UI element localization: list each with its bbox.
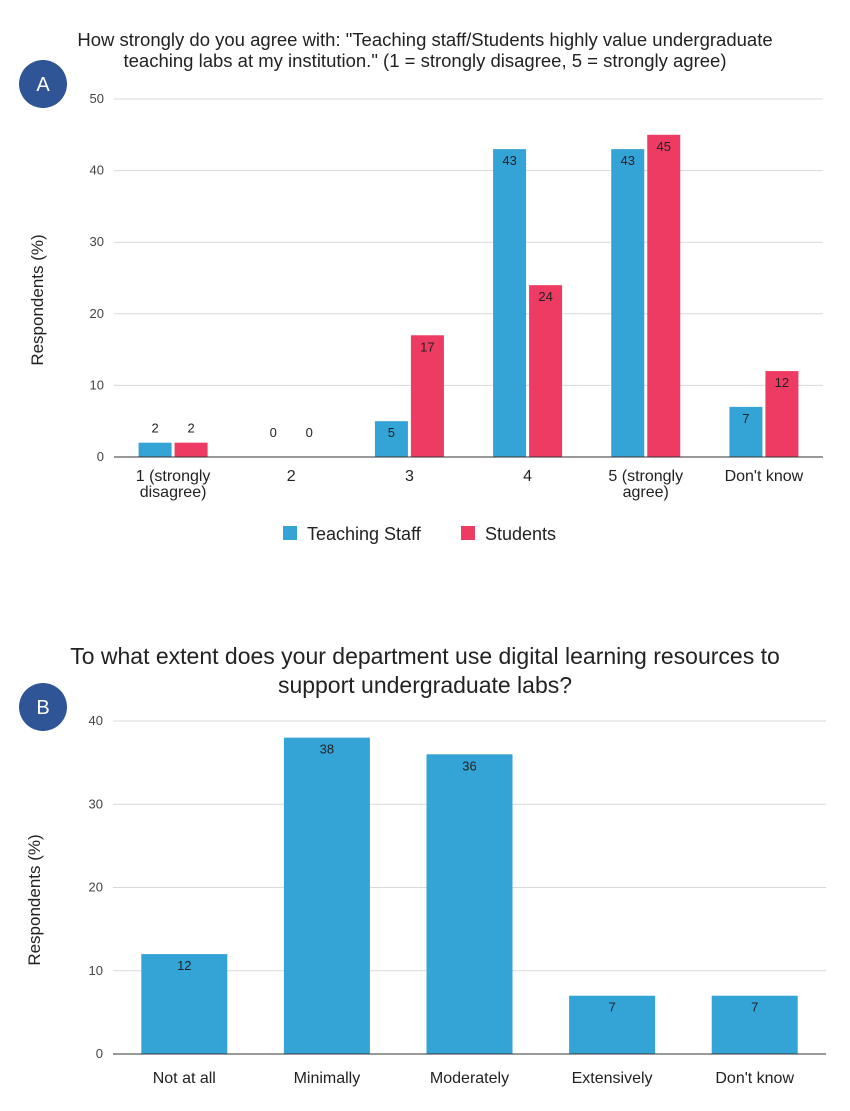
data-label: 0 <box>270 425 277 440</box>
legend-swatch <box>283 526 297 540</box>
chart-b: To what extent does your department use … <box>19 643 826 1087</box>
data-label: 36 <box>462 758 476 773</box>
y-axis-label: Respondents (%) <box>25 834 44 965</box>
x-category-label: Don't know <box>725 468 804 485</box>
panel-badge <box>19 683 67 731</box>
bar <box>374 421 408 457</box>
x-category-label: Minimally <box>294 1070 361 1087</box>
y-tick-label: 0 <box>96 1046 103 1061</box>
bar <box>410 335 444 457</box>
x-category-label: Extensively <box>572 1070 653 1087</box>
bar <box>611 149 645 457</box>
bar <box>529 285 563 457</box>
x-category-label: Moderately <box>430 1070 509 1087</box>
data-label: 2 <box>187 421 194 436</box>
x-category-label: 5 (strongly <box>608 468 683 485</box>
x-category-label: 1 (strongly <box>136 468 211 485</box>
y-tick-label: 50 <box>90 91 104 106</box>
data-label: 5 <box>388 425 395 440</box>
x-category-label: Don't know <box>715 1070 794 1087</box>
bar <box>711 995 798 1054</box>
legend-label: Students <box>485 524 556 544</box>
data-label: 12 <box>775 375 789 390</box>
chart-title-line: To what extent does your department use … <box>70 643 780 669</box>
bar <box>174 442 208 457</box>
y-tick-label: 20 <box>89 880 103 895</box>
bar <box>141 954 228 1054</box>
legend-label: Teaching Staff <box>307 524 422 544</box>
data-label: 38 <box>320 742 334 757</box>
y-tick-label: 40 <box>90 163 104 178</box>
panel-badge <box>19 60 67 108</box>
y-tick-label: 20 <box>90 306 104 321</box>
bar <box>569 995 656 1054</box>
data-label: 2 <box>151 421 158 436</box>
bar <box>765 371 799 457</box>
x-category-label: disagree) <box>140 484 207 501</box>
bar <box>138 442 172 457</box>
data-label: 12 <box>177 958 191 973</box>
data-label: 43 <box>621 153 635 168</box>
y-axis-label: Respondents (%) <box>28 234 47 365</box>
bar <box>647 134 681 458</box>
y-tick-label: 40 <box>89 713 103 728</box>
chart-title-line: support undergraduate labs? <box>278 672 572 698</box>
data-label: 7 <box>742 411 749 426</box>
x-category-label: 3 <box>405 468 414 485</box>
bar <box>426 754 513 1054</box>
x-category-label: 4 <box>523 468 532 485</box>
data-label: 0 <box>306 425 313 440</box>
data-label: 7 <box>608 1000 615 1015</box>
panel-badge-label: A <box>36 74 50 96</box>
x-category-label: agree) <box>623 484 669 501</box>
x-category-label: 2 <box>287 468 296 485</box>
data-label: 45 <box>657 139 671 154</box>
y-tick-label: 10 <box>89 963 103 978</box>
y-tick-label: 10 <box>90 377 104 392</box>
bar <box>729 406 763 457</box>
data-label: 24 <box>538 289 552 304</box>
y-tick-label: 0 <box>97 449 104 464</box>
chart-title-line: teaching labs at my institution." (1 = s… <box>124 50 727 71</box>
panel-badge-label: B <box>36 697 49 719</box>
y-tick-label: 30 <box>89 796 103 811</box>
bar <box>493 149 527 457</box>
y-tick-label: 30 <box>90 234 104 249</box>
data-label: 43 <box>502 153 516 168</box>
legend-swatch <box>461 526 475 540</box>
data-label: 17 <box>420 339 434 354</box>
data-label: 7 <box>751 1000 758 1015</box>
bar <box>283 737 370 1054</box>
chart-a: How strongly do you agree with: "Teachin… <box>19 29 823 544</box>
chart-title-line: How strongly do you agree with: "Teachin… <box>77 29 772 50</box>
x-category-label: Not at all <box>153 1070 216 1087</box>
